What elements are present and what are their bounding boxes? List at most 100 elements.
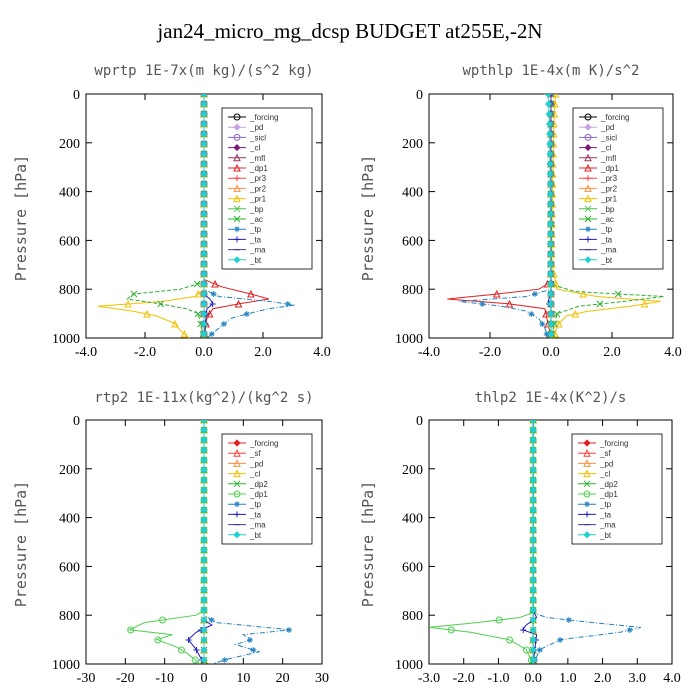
series-marker — [552, 279, 560, 288]
legend-marker — [233, 205, 241, 213]
legend-entry: _ma — [600, 246, 617, 255]
series-marker — [194, 310, 202, 318]
y-tick-label: 0 — [416, 88, 423, 103]
legend-marker — [584, 205, 592, 213]
series-marker — [506, 636, 514, 644]
series-marker — [546, 240, 554, 248]
series-marker — [554, 319, 563, 328]
series-marker — [529, 436, 537, 444]
legend-entry: _ta — [599, 510, 612, 519]
legend-entry: _forcing — [249, 113, 278, 122]
panel-2: wpthlp 1E-4x(m K)/s^2 Pressure [hPa] -4.0 -… — [359, 63, 682, 360]
panel-title: rtp2 1E-11x(kg^2)/(kg^2 s) — [94, 390, 313, 406]
series-marker — [614, 290, 622, 298]
series-line-pr1 — [97, 94, 205, 338]
series-marker — [495, 616, 503, 624]
series-marker — [200, 200, 208, 208]
series-marker — [529, 476, 537, 484]
panels: wprtp 1E-7x(m kg)/(s^2 kg) Pressure [hPa]… — [12, 63, 682, 686]
legend-entry: _mfl — [600, 154, 616, 163]
series-marker — [200, 110, 208, 118]
series-marker — [171, 319, 179, 328]
series-marker — [200, 466, 208, 474]
legend-marker — [233, 123, 241, 131]
y-tick-label: 1000 — [52, 658, 80, 673]
legend-entry: _dp1 — [600, 164, 619, 173]
series-marker — [547, 290, 555, 298]
series-marker — [200, 506, 208, 514]
legend-marker — [584, 511, 590, 518]
legend-entry: _pd — [249, 123, 263, 132]
series-marker — [529, 596, 537, 604]
legend-marker — [583, 490, 591, 498]
series-marker — [546, 280, 555, 288]
y-tick-label: 400 — [402, 186, 423, 201]
legend-marker — [583, 449, 591, 457]
legend-marker — [584, 144, 592, 152]
series-marker — [529, 496, 537, 504]
y-axis-label: Pressure [hPa] — [359, 155, 377, 281]
legend-entry: _tp — [600, 225, 613, 234]
series-marker — [194, 289, 203, 298]
legend-entry: _pd — [600, 123, 614, 132]
series-marker — [200, 120, 208, 128]
series-marker — [546, 180, 554, 188]
legend-marker — [233, 153, 241, 162]
series-marker — [127, 626, 135, 634]
y-tick-label: 600 — [59, 560, 80, 575]
x-tick-label: -2.0 — [134, 345, 156, 360]
y-tick-label: 800 — [402, 283, 423, 298]
legend-marker — [583, 531, 591, 539]
series-marker — [200, 330, 208, 338]
legend-marker — [233, 439, 241, 447]
y-tick-label: 600 — [402, 234, 423, 249]
legend-marker — [234, 226, 240, 233]
series-marker — [626, 627, 633, 633]
series-marker — [157, 300, 164, 308]
series-marker — [200, 566, 208, 574]
y-tick-label: 200 — [402, 137, 423, 152]
series-marker — [546, 220, 554, 228]
legend-entry: _ac — [249, 215, 263, 224]
legend-entry: _pr3 — [600, 174, 618, 183]
series-marker — [546, 190, 554, 198]
series-marker — [529, 646, 537, 654]
series-marker — [191, 656, 199, 664]
series-marker — [539, 321, 546, 327]
series-marker — [200, 160, 208, 168]
legend-marker — [233, 215, 241, 223]
series-marker — [545, 120, 554, 128]
legend-marker — [234, 511, 240, 518]
legend-marker — [233, 184, 241, 192]
legend-entry: _bt — [600, 256, 613, 265]
panel-4: thlp2 1E-4x(K^2)/s Pressure [hPa] -3.0 -2.0… — [359, 390, 681, 686]
panel-3: rtp2 1E-11x(kg^2)/(kg^2 s) Pressure [hPa]… — [12, 390, 329, 686]
legend-entry: _pr1 — [600, 195, 618, 204]
legend-entry: _tp — [249, 500, 262, 509]
series-marker — [529, 536, 537, 544]
legend-marker — [584, 153, 592, 162]
x-tick-label: -2.0 — [479, 345, 501, 360]
y-tick-label: 1000 — [52, 332, 80, 347]
legend-entry: _tp — [599, 500, 612, 509]
series-marker — [200, 546, 208, 554]
legend-entry: _pr1 — [249, 195, 267, 204]
legend-marker — [584, 123, 592, 131]
series-marker — [130, 290, 138, 298]
series-marker — [234, 299, 243, 308]
series-marker — [211, 279, 219, 288]
series-marker — [546, 210, 554, 218]
series-marker — [159, 616, 167, 624]
series-marker — [200, 596, 208, 604]
series-marker — [565, 617, 572, 623]
series-marker — [200, 456, 208, 464]
series-marker — [529, 420, 537, 424]
series-marker — [545, 100, 553, 108]
series-marker — [200, 606, 208, 614]
series-marker — [200, 496, 208, 504]
legend-entry: _bt — [249, 256, 262, 265]
legend-marker — [584, 194, 592, 203]
series-marker — [200, 616, 208, 624]
legend-entry: _dp1 — [249, 490, 268, 499]
series-marker — [143, 309, 151, 318]
